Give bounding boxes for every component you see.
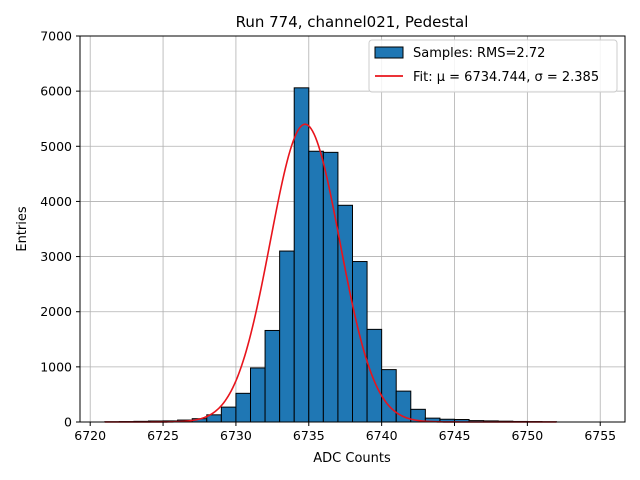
x-tick-label: 6755 bbox=[584, 428, 616, 443]
x-tick-label: 6740 bbox=[366, 428, 398, 443]
chart-title: Run 774, channel021, Pedestal bbox=[236, 13, 469, 31]
histogram-bar bbox=[279, 250, 295, 423]
y-tick-label: 1000 bbox=[40, 359, 72, 374]
histogram-bar bbox=[249, 367, 266, 423]
histogram-bar bbox=[220, 406, 237, 423]
y-tick-label: 0 bbox=[64, 415, 72, 430]
histogram-bar bbox=[308, 150, 324, 423]
x-tick-label: 6725 bbox=[147, 428, 179, 443]
y-tick-label: 2000 bbox=[40, 304, 72, 319]
legend: Samples: RMS=2.72 Fit: μ = 6734.744, σ =… bbox=[368, 39, 618, 93]
x-tick-label: 6735 bbox=[293, 428, 325, 443]
histogram-bar bbox=[264, 329, 281, 423]
histogram-bar bbox=[337, 204, 353, 423]
x-axis-label: ADC Counts bbox=[313, 451, 391, 466]
y-axis-label: Entries bbox=[15, 206, 30, 252]
x-tick-label: 6730 bbox=[220, 428, 252, 443]
histogram-bar bbox=[235, 392, 251, 423]
y-tick-label: 5000 bbox=[40, 139, 72, 154]
x-axis-ticks: 6720 6725 6730 6735 6740 6745 6750 6755 bbox=[74, 422, 616, 443]
axes-frame bbox=[79, 35, 626, 423]
histogram-bar bbox=[366, 328, 383, 423]
legend-histogram-swatch bbox=[374, 46, 404, 59]
x-tick-label: 6720 bbox=[74, 428, 106, 443]
y-tick-label: 4000 bbox=[40, 194, 72, 209]
legend-box bbox=[368, 39, 618, 93]
y-axis-ticks: 0 1000 2000 3000 4000 5000 6000 7000 bbox=[40, 29, 80, 430]
histogram-bar bbox=[381, 369, 397, 423]
y-tick-label: 3000 bbox=[40, 249, 72, 264]
histogram-bar bbox=[293, 87, 310, 423]
histogram-bars bbox=[104, 87, 558, 423]
y-tick-label: 7000 bbox=[40, 29, 72, 44]
histogram-bar bbox=[352, 261, 368, 423]
x-tick-label: 6745 bbox=[439, 428, 471, 443]
x-tick-label: 6750 bbox=[511, 428, 543, 443]
legend-fit-label: Fit: μ = 6734.744, σ = 2.385 bbox=[413, 70, 599, 85]
legend-histogram-label: Samples: RMS=2.72 bbox=[413, 46, 545, 61]
y-tick-label: 6000 bbox=[40, 84, 72, 99]
